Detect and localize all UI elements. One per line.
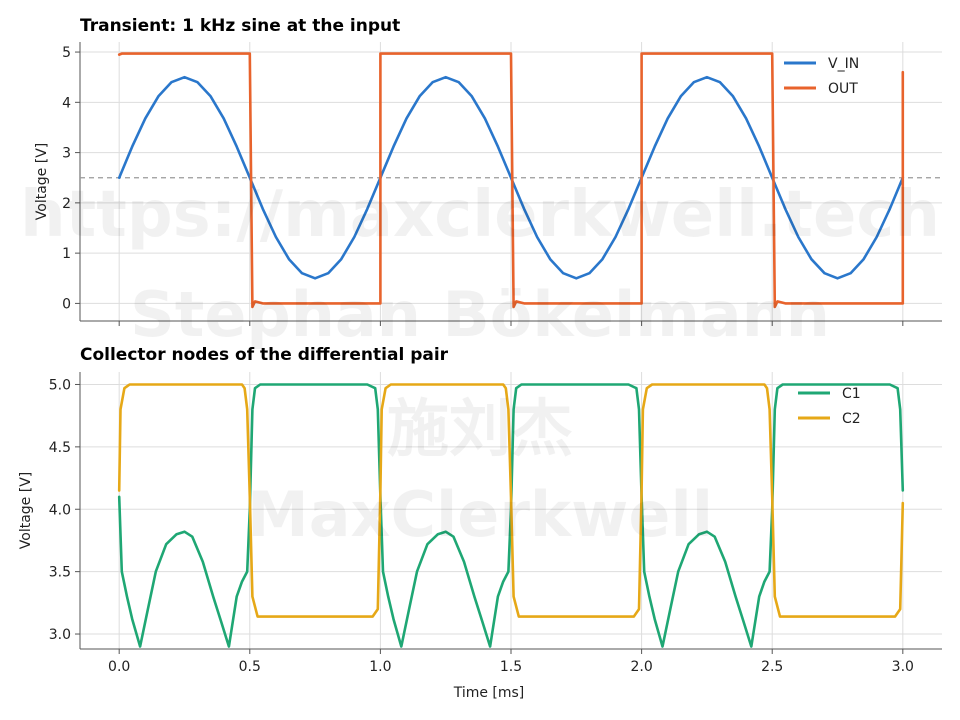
x-tick-label: 0.0 bbox=[108, 659, 130, 675]
y-tick-label: 3 bbox=[62, 146, 71, 162]
series-line-c1 bbox=[117, 383, 905, 648]
chart-title: Transient: 1 kHz sine at the input bbox=[80, 16, 400, 36]
x-tick-label: 2.5 bbox=[761, 659, 783, 675]
legend-label-v-in: V_IN bbox=[828, 56, 859, 72]
chart-title: Collector nodes of the differential pair bbox=[80, 345, 449, 365]
y-axis-label: Voltage [V] bbox=[18, 472, 34, 549]
legend-label-out: OUT bbox=[828, 81, 858, 97]
y-tick-label: 5.0 bbox=[49, 377, 71, 393]
y-tick-label: 0 bbox=[62, 296, 71, 312]
y-tick-label: 1 bbox=[62, 246, 71, 262]
x-tick-label: 1.5 bbox=[500, 659, 522, 675]
y-axis-label: Voltage [V] bbox=[34, 143, 50, 220]
legend-label-c2: C2 bbox=[842, 411, 861, 427]
transient-panel: Transient: 1 kHz sine at the input 0 1 2 3 4 5… bbox=[34, 16, 942, 326]
x-tick-label: 0.5 bbox=[239, 659, 261, 675]
legend-label-c1: C1 bbox=[842, 386, 861, 402]
series-line-c2 bbox=[117, 383, 905, 618]
y-tick-label: 2 bbox=[62, 196, 71, 212]
y-tick-label: 4.0 bbox=[49, 502, 71, 518]
series-line-out bbox=[117, 52, 905, 309]
y-tick-label: 4.5 bbox=[49, 440, 71, 456]
y-tick-label: 5 bbox=[62, 45, 71, 61]
x-tick-label: 1.0 bbox=[369, 659, 391, 675]
x-tick-label: 3.0 bbox=[892, 659, 914, 675]
y-tick-label: 3.5 bbox=[49, 565, 71, 581]
y-tick-label: 4 bbox=[62, 95, 71, 111]
x-tick-label: 2.0 bbox=[630, 659, 652, 675]
collector-panel: Collector nodes of the differential pair… bbox=[18, 345, 942, 701]
x-axis-label: Time [ms] bbox=[453, 685, 525, 701]
y-tick-label: 3.0 bbox=[49, 627, 71, 643]
